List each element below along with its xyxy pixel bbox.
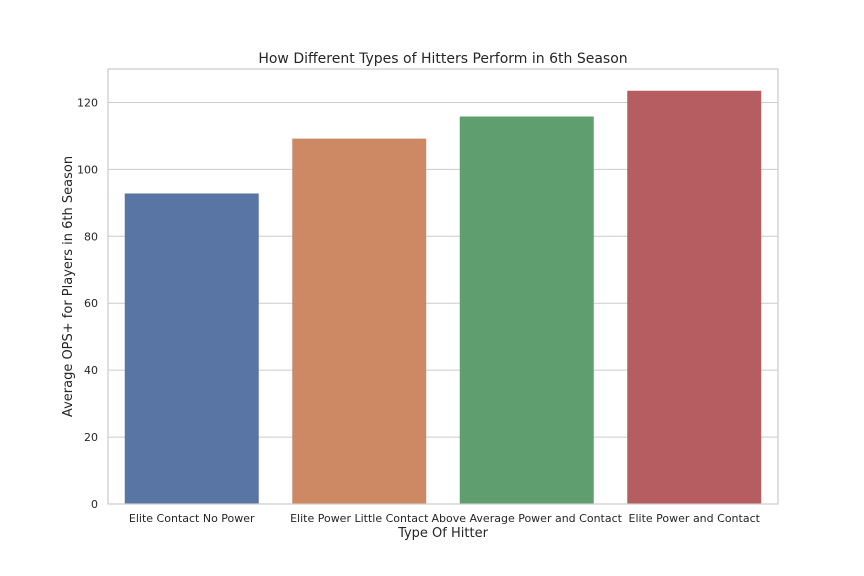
x-tick-label: Elite Contact No Power: [129, 512, 255, 525]
bar: [292, 138, 427, 504]
bar: [627, 90, 762, 504]
plot-frame: [107, 68, 779, 505]
chart-title: How Different Types of Hitters Perform i…: [258, 51, 627, 67]
bar: [459, 116, 594, 504]
y-tick-label: 0: [91, 498, 98, 511]
x-tick-labels: Elite Contact No Power Elite Power Little…: [129, 512, 761, 525]
y-axis-label: Average OPS+ for Players in 6th Season: [61, 156, 76, 417]
y-tick-label: 100: [77, 163, 98, 176]
y-tick-label: 60: [84, 297, 98, 310]
y-tick-label: 80: [84, 230, 98, 243]
y-tick-label: 40: [84, 364, 98, 377]
x-tick-label: Elite Power Little Contact: [290, 512, 429, 525]
y-tick-labels: 0 20 40 60 80 100 120: [77, 96, 98, 511]
y-tick-label: 20: [84, 431, 98, 444]
x-tick-label: Above Average Power and Contact: [432, 512, 623, 525]
x-tick-label: Elite Power and Contact: [629, 512, 761, 525]
y-tick-label: 120: [77, 96, 98, 109]
bars: [124, 90, 762, 504]
bar: [124, 193, 259, 504]
x-axis-label: Type Of Hitter: [397, 526, 489, 541]
